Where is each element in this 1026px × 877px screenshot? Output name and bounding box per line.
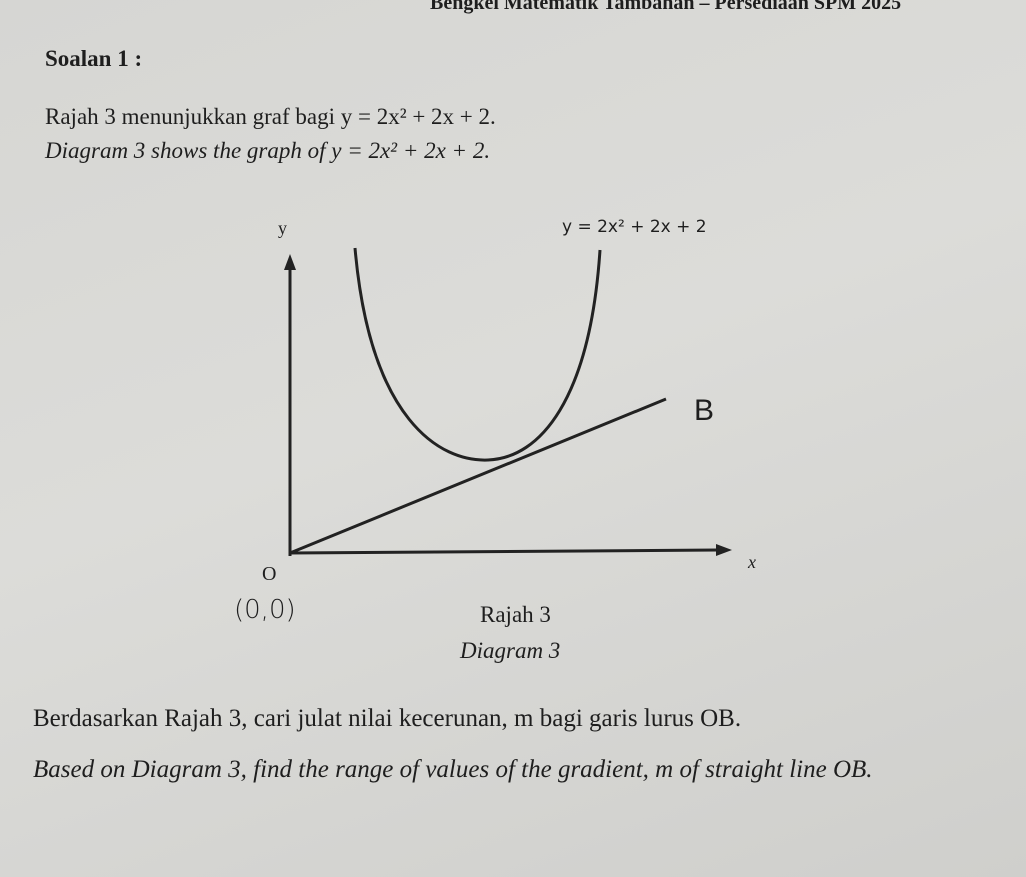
intro-ms: Rajah 3 menunjukkan graf bagi y = 2x² + … [45, 104, 496, 129]
x-arrow [716, 544, 732, 556]
question-number: Soalan 1 : [45, 46, 143, 71]
curve-label: y = 2x² + 2x + 2 [562, 217, 707, 237]
origin-note: (0,0) [234, 595, 296, 625]
y-arrow [284, 254, 296, 270]
task-ms: Berdasarkan Rajah 3, cari julat nilai ke… [33, 705, 742, 732]
x-axis [289, 548, 719, 555]
caption-en: Diagram 3 [459, 638, 560, 663]
task-en: Based on Diagram 3, find the range of va… [33, 756, 873, 783]
origin-label: O [262, 563, 276, 585]
point-label: B [694, 394, 714, 427]
x-axis-label: x [747, 552, 756, 572]
curve [353, 247, 602, 462]
line-ob [289, 397, 667, 555]
caption-ms: Rajah 3 [480, 602, 551, 627]
header-title: Bengkel Matematik Tambahan – Persediaan … [430, 0, 902, 14]
intro-en: Diagram 3 shows the graph of y = 2x² + 2… [45, 138, 491, 163]
y-axis-label: y [278, 218, 287, 238]
